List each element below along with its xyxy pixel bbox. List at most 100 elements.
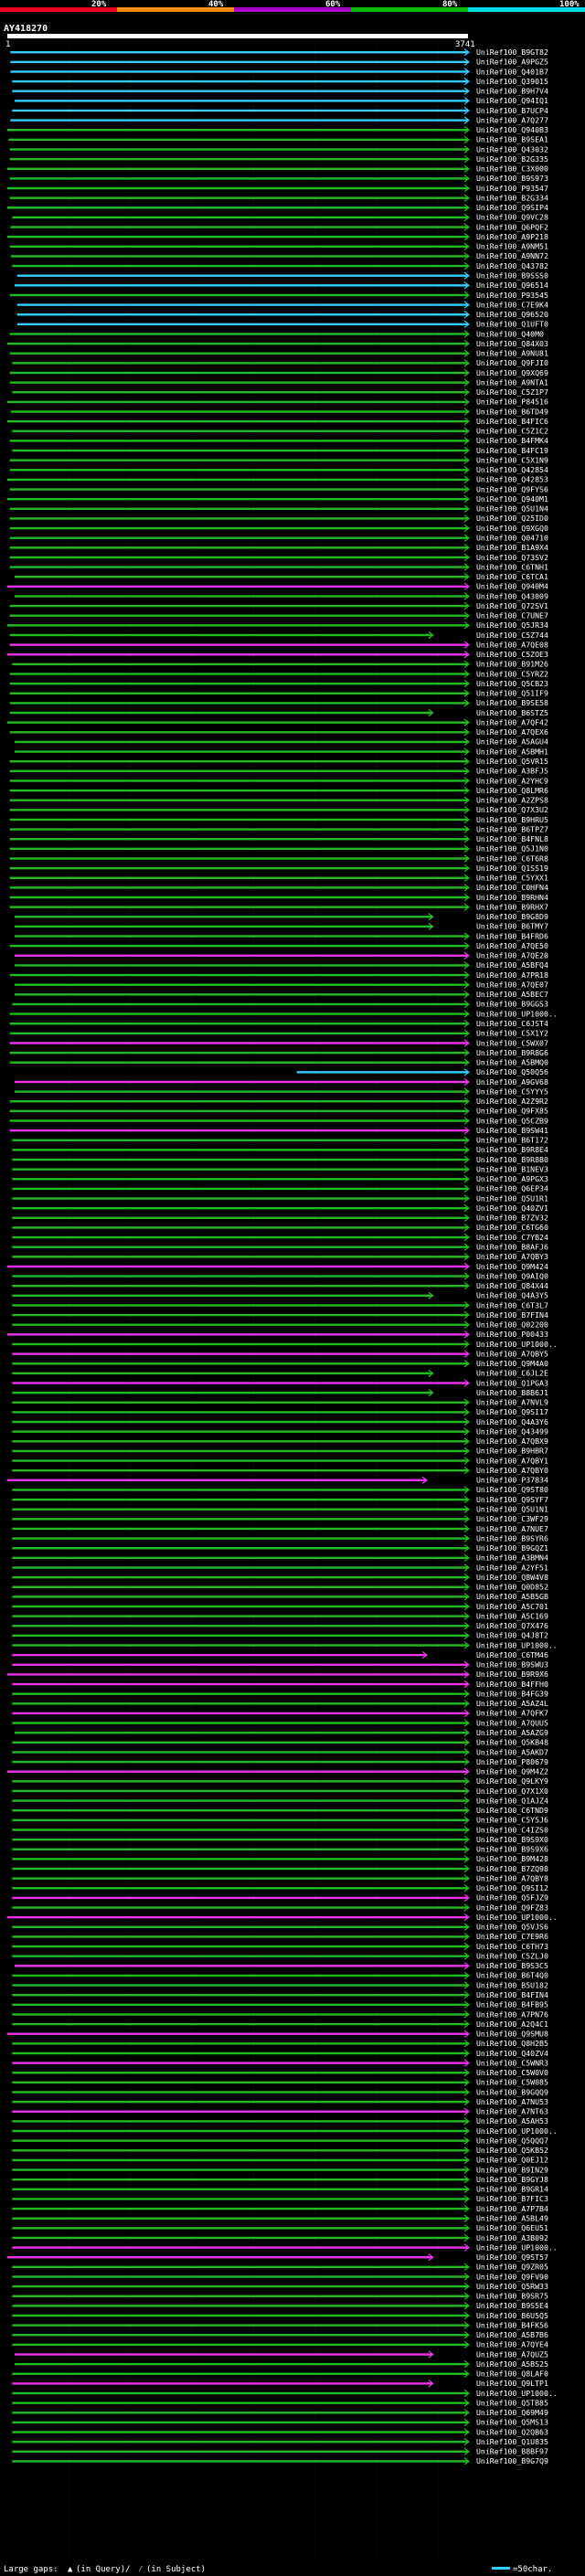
hit-row[interactable]: UniRef100_B8B6J1 — [12, 1388, 548, 1397]
hit-row[interactable]: UniRef100_Q84X03 — [7, 339, 548, 348]
hit-row[interactable]: UniRef100_Q9SYF7 — [12, 1495, 548, 1504]
hit-row[interactable]: UniRef100_Q9FZ83 — [12, 1903, 548, 1912]
hit-row[interactable]: UniRef100_Q9FV90 — [12, 2272, 548, 2281]
hit-row[interactable]: UniRef100_Q7X1X0 — [12, 1786, 548, 1796]
hit-row[interactable]: UniRef100_B9R8B0 — [12, 1155, 548, 1164]
hit-row[interactable]: UniRef100_B9S9X0 — [12, 1835, 548, 1844]
hit-row[interactable]: UniRef100_B4FC19 — [12, 446, 548, 455]
hit-row[interactable]: UniRef100_Q5U1N1 — [12, 1505, 548, 1514]
hit-row[interactable]: UniRef100_C6T3L7 — [12, 1300, 548, 1309]
hit-row[interactable]: UniRef100_B9GQZ1 — [12, 1543, 548, 1553]
hit-row[interactable]: UniRef100_Q25ID0 — [9, 514, 548, 523]
hit-row[interactable]: UniRef100_A2ZPS8 — [9, 796, 548, 805]
hit-row[interactable]: UniRef100_B9GT82 — [10, 48, 548, 57]
hit-row[interactable]: UniRef100_C6T6R8 — [9, 853, 548, 863]
hit-row[interactable]: UniRef100_Q5CZB9 — [9, 1116, 548, 1125]
hit-row[interactable]: UniRef100_B9SEA1 — [8, 135, 548, 144]
hit-row[interactable]: UniRef100_B8BF97 — [12, 2447, 548, 2456]
hit-row[interactable]: UniRef100_A7NT63 — [12, 2107, 548, 2116]
hit-row[interactable]: UniRef100_Q0EJ12 — [12, 2156, 548, 2165]
hit-row[interactable]: UniRef100_C6TNH1 — [9, 562, 548, 571]
hit-row[interactable]: UniRef100_C5X1N9 — [9, 455, 548, 464]
hit-row[interactable]: UniRef100_C5WNR3 — [12, 2058, 548, 2067]
hit-row[interactable]: UniRef100_B2G335 — [9, 154, 548, 164]
hit-row[interactable]: UniRef100_Q42853 — [7, 475, 548, 484]
hit-row[interactable]: UniRef100_Q9SI12 — [12, 1883, 548, 1892]
hit-row[interactable]: UniRef100_B9RHN4 — [9, 893, 548, 902]
hit-row[interactable]: UniRef100_Q9ZR05 — [12, 2263, 548, 2272]
hit-row[interactable]: UniRef100_C6TG60 — [12, 1223, 548, 1232]
hit-row[interactable]: UniRef100_A7QYE4 — [12, 2340, 548, 2349]
hit-row[interactable]: UniRef100_Q9SIP4 — [7, 203, 548, 212]
hit-row[interactable]: UniRef100_B9SSS0 — [16, 270, 548, 280]
hit-row[interactable]: UniRef100_A7QE20 — [15, 951, 548, 960]
hit-row[interactable]: UniRef100_Q8H2B5 — [12, 2039, 548, 2048]
hit-row[interactable]: UniRef100_Q39015 — [12, 77, 548, 86]
hit-row[interactable]: UniRef100_P93547 — [7, 184, 548, 193]
hit-row[interactable]: UniRef100_Q6EU51 — [12, 2223, 548, 2232]
hit-row[interactable]: UniRef100_A7QUZ5 — [15, 2349, 548, 2359]
hit-row[interactable]: UniRef100_Q84X44 — [12, 1281, 548, 1290]
hit-row[interactable]: UniRef100_Q9VC28 — [12, 213, 548, 222]
hit-row[interactable]: UniRef100_B9M428 — [12, 1854, 548, 1863]
hit-row[interactable]: UniRef100_Q96520 — [16, 310, 548, 319]
hit-row[interactable]: UniRef100_A5C701 — [12, 1602, 548, 1611]
hit-row[interactable]: UniRef100_A7QBY3 — [12, 1252, 548, 1261]
hit-row[interactable]: UniRef100_B6U5Q5 — [12, 2311, 548, 2320]
hit-row[interactable]: UniRef100_Q9FYS6 — [9, 484, 548, 493]
hit-row[interactable]: UniRef100_A7PR18 — [9, 970, 548, 980]
hit-row[interactable]: UniRef100_B9S3C5 — [15, 1961, 548, 1970]
hit-row[interactable]: UniRef100_B91M26 — [12, 660, 548, 669]
hit-row[interactable]: UniRef100_A7QFK7 — [12, 1709, 548, 1718]
hit-row[interactable]: UniRef100_C7E9K4 — [16, 300, 548, 309]
hit-row[interactable]: UniRef100_A5B7B6 — [12, 2330, 548, 2339]
hit-row[interactable]: UniRef100_C6TCA1 — [15, 572, 548, 581]
hit-row[interactable]: UniRef100_B9S5E4 — [12, 2301, 548, 2310]
hit-row[interactable]: UniRef100_Q1UFT0 — [16, 320, 548, 329]
hit-row[interactable]: UniRef100_C6TM46 — [12, 1650, 548, 1659]
hit-row[interactable]: UniRef100_B4FMK4 — [9, 436, 548, 445]
hit-row[interactable]: UniRef100_C7YB24 — [12, 1233, 548, 1242]
hit-row[interactable]: UniRef100_C5Z1C2 — [12, 427, 548, 436]
hit-row[interactable]: UniRef100_Q9FX85 — [9, 1107, 548, 1116]
hit-row[interactable]: UniRef100_C5Y5J6 — [12, 1816, 548, 1825]
hit-row[interactable]: UniRef100_Q5MS13 — [12, 2418, 548, 2427]
hit-row[interactable]: UniRef100_Q50Q56 — [296, 1067, 548, 1076]
hit-row[interactable]: UniRef100_Q1AJZ4 — [12, 1796, 548, 1805]
hit-row[interactable]: UniRef100_B7FIN4 — [12, 1310, 548, 1320]
hit-row[interactable]: UniRef100_B4FK56 — [12, 2320, 548, 2329]
hit-row[interactable]: UniRef100_Q40ZV4 — [12, 2049, 548, 2058]
hit-row[interactable]: UniRef100_Q9AIQ0 — [12, 1271, 548, 1280]
hit-row[interactable]: UniRef100_A5BS25 — [15, 2359, 548, 2369]
hit-row[interactable]: UniRef100_Q43782 — [12, 261, 548, 270]
hit-row[interactable]: UniRef100_Q96514 — [15, 281, 548, 290]
hit-row[interactable]: UniRef100_Q94IQ1 — [15, 96, 548, 105]
hit-row[interactable]: UniRef100_A7NVL9 — [12, 1398, 548, 1407]
hit-row[interactable]: UniRef100_B4FNL8 — [9, 834, 548, 843]
hit-row[interactable]: UniRef100_B9HRU5 — [9, 815, 548, 824]
hit-row[interactable]: UniRef100_UP1000.. — [12, 2242, 558, 2252]
hit-row[interactable]: UniRef100_C5YYY5 — [15, 1087, 548, 1096]
hit-row[interactable]: UniRef100_Q940M1 — [7, 494, 548, 504]
hit-row[interactable]: UniRef100_P80679 — [12, 1757, 548, 1766]
hit-row[interactable]: UniRef100_A9NTA1 — [9, 377, 548, 387]
hit-row[interactable]: UniRef100_B6TMY7 — [15, 922, 548, 931]
hit-row[interactable]: UniRef100_Q72SV1 — [9, 601, 548, 610]
hit-row[interactable]: UniRef100_Q940M4 — [7, 582, 548, 591]
hit-row[interactable]: UniRef100_B9GGS3 — [12, 1000, 548, 1009]
hit-row[interactable]: UniRef100_UP1000.. — [12, 1640, 558, 1649]
hit-row[interactable]: UniRef100_UP1000.. — [12, 2126, 558, 2136]
hit-row[interactable]: UniRef100_A5B5GB — [12, 1592, 548, 1601]
hit-row[interactable]: UniRef100_Q9SMU8 — [7, 2030, 548, 2039]
hit-row[interactable]: UniRef100_A9NU81 — [9, 349, 548, 358]
hit-row[interactable]: UniRef100_B4FG39 — [12, 1689, 548, 1698]
hit-row[interactable]: UniRef100_B9GYJ8 — [12, 2175, 548, 2184]
hit-row[interactable]: UniRef100_Q9M4A0 — [12, 1359, 548, 1368]
hit-row[interactable]: UniRef100_B4FFH0 — [12, 1680, 548, 1689]
hit-row[interactable]: UniRef100_Q9FJI0 — [12, 358, 548, 367]
hit-row[interactable]: UniRef100_B7UCP4 — [12, 106, 548, 115]
hit-row[interactable]: UniRef100_A5AH53 — [12, 2116, 548, 2125]
hit-row[interactable]: UniRef100_Q5J1N0 — [9, 844, 548, 853]
hit-row[interactable]: UniRef100_B9S973 — [9, 174, 548, 183]
hit-row[interactable]: UniRef100_B7ZV32 — [12, 1214, 548, 1223]
